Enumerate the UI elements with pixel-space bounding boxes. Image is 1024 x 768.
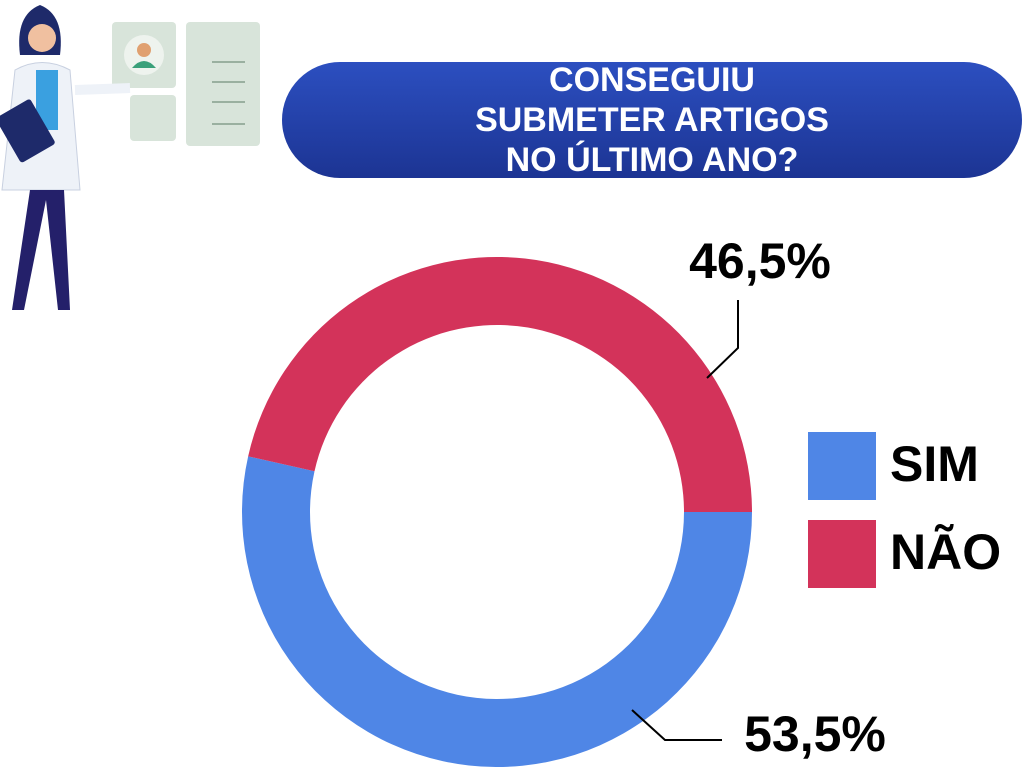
legend-label: NÃO bbox=[890, 524, 1001, 580]
legend-swatch bbox=[808, 432, 876, 500]
legend-label: SIM bbox=[890, 436, 979, 492]
chart-title: CONSEGUIU SUBMETER ARTIGOS NO ÚLTIMO ANO… bbox=[282, 61, 1022, 179]
illustration bbox=[0, 5, 260, 310]
donut-segment bbox=[248, 256, 752, 512]
leader-line bbox=[631, 709, 722, 741]
value-label: 46,5% bbox=[689, 233, 831, 289]
legend-swatch bbox=[808, 520, 876, 588]
leader-line bbox=[706, 300, 739, 379]
value-label: 53,5% bbox=[744, 706, 886, 762]
donut-segment bbox=[242, 456, 752, 767]
